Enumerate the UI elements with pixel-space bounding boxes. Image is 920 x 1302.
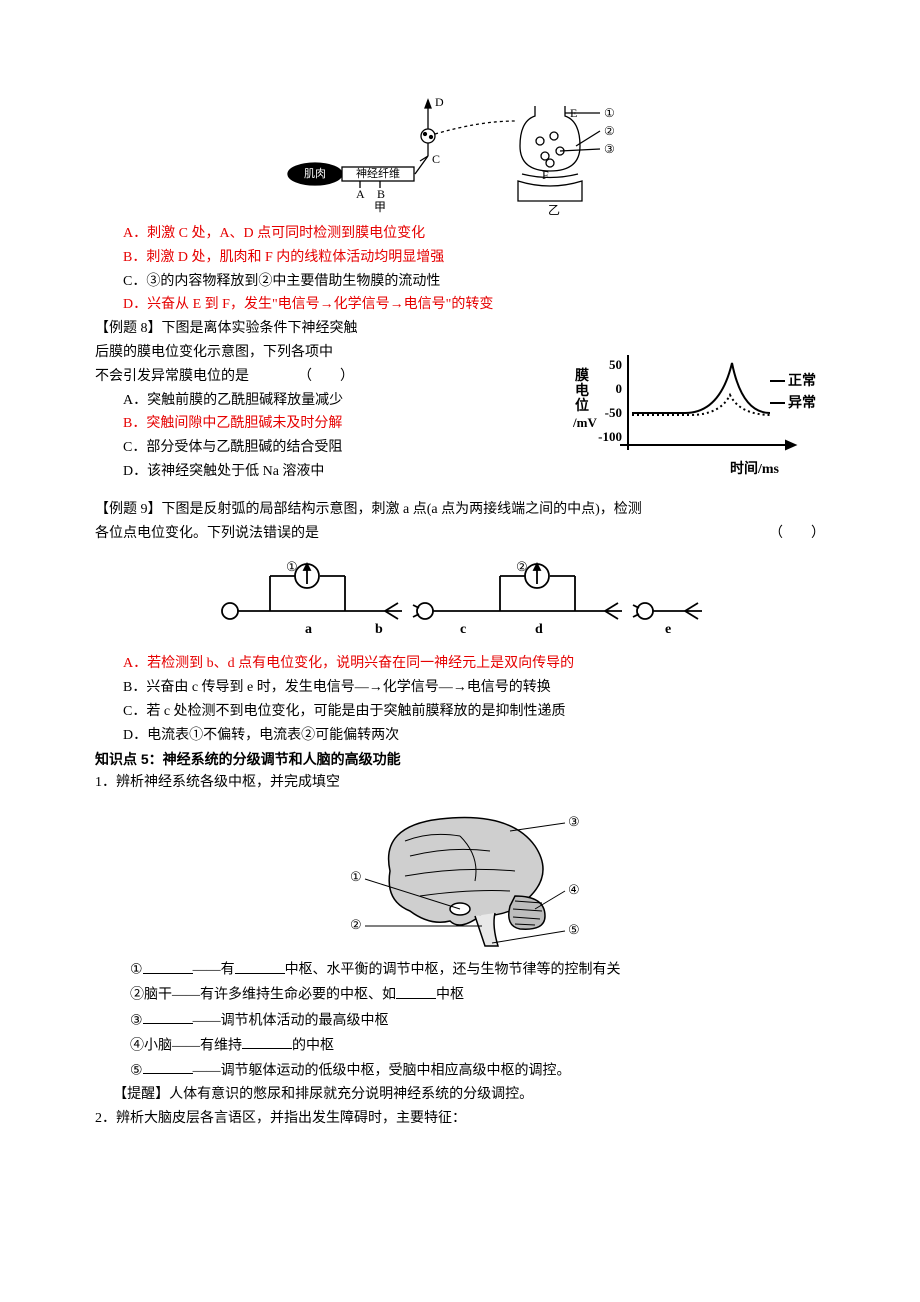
- q8-stem1: 【例题 8】下图是离体实验条件下神经突触: [95, 317, 825, 341]
- svg-text:⑤: ⑤: [568, 922, 580, 937]
- svg-text:a: a: [305, 622, 312, 637]
- label-B: B: [377, 187, 385, 201]
- q9-block: 【例题 9】下图是反射弧的局部结构示意图，刺激 a 点(a 点为两接线端之间的中…: [95, 498, 825, 748]
- q7-opt-B: B．刺激 D 处，肌肉和 F 内的线粒体活动均明显增强: [123, 246, 825, 270]
- svg-text:电: 电: [575, 382, 589, 399]
- q7-opt-D: D．兴奋从 E 到 F，发生"电信号→化学信号→电信号"的转变: [123, 293, 825, 317]
- svg-text:/mV: /mV: [572, 415, 597, 430]
- label-F: F: [542, 168, 549, 182]
- q7-opt-A: A．刺激 C 处，A、D 点可同时检测到膜电位变化: [123, 222, 825, 246]
- svg-text:①: ①: [350, 869, 362, 884]
- svg-text:d: d: [535, 622, 543, 637]
- label-A: A: [356, 187, 365, 201]
- label-yi: 乙: [548, 203, 560, 216]
- kp5-i4: ④小脑——有维持的中枢: [95, 1033, 825, 1058]
- q8-block: 【例题 8】下图是离体实验条件下神经突触 50 0 -50 -100: [95, 317, 825, 498]
- q9-figure: ① ② a b c d e: [95, 551, 825, 646]
- kp5-line2: 2．辨析大脑皮层各言语区，并指出发生障碍时，主要特征：: [95, 1107, 825, 1131]
- label-c3: ③: [604, 142, 615, 156]
- svg-text:③: ③: [568, 814, 580, 829]
- label-nerve: 神经纤维: [356, 166, 400, 180]
- svg-text:②: ②: [350, 917, 362, 932]
- svg-text:正常: 正常: [788, 372, 816, 389]
- q9-opt-D: D．电流表①不偏转，电流表②可能偏转两次: [123, 724, 825, 748]
- svg-text:c: c: [460, 622, 466, 637]
- label-C: C: [432, 152, 440, 166]
- svg-text:位: 位: [575, 397, 589, 414]
- svg-text:0: 0: [616, 381, 623, 396]
- kp5-line1: 1．辨析神经系统各级中枢，并完成填空: [95, 771, 825, 795]
- label-muscle: 肌肉: [304, 167, 326, 180]
- kp5-i1: ①——有中枢、水平衡的调节中枢，还与生物节律等的控制有关: [95, 957, 825, 982]
- q7-opt-C: C．③的内容物释放到②中主要借助生物膜的流动性: [123, 270, 825, 294]
- label-c2: ②: [604, 124, 615, 138]
- q8-graph: 50 0 -50 -100 膜 电 位 /mV 正常 异常 时间/ms: [570, 345, 825, 494]
- svg-text:①: ①: [286, 559, 298, 574]
- label-jia: 甲: [374, 200, 386, 214]
- svg-text:e: e: [665, 622, 671, 637]
- label-c1: ①: [604, 106, 615, 120]
- kp5-block: 知识点 5：神经系统的分级调节和人脑的高级功能 1．辨析神经系统各级中枢，并完成…: [95, 748, 825, 1131]
- q7-options: A．刺激 C 处，A、D 点可同时检测到膜电位变化 B．刺激 D 处，肌肉和 F…: [95, 222, 825, 317]
- figure-synapse-combined: 肌肉 神经纤维 D C A B 甲 E: [95, 96, 825, 216]
- kp5-i3: ③——调节机体活动的最高级中枢: [95, 1008, 825, 1033]
- label-D: D: [435, 96, 444, 109]
- svg-text:50: 50: [609, 357, 622, 372]
- brain-figure: ① ② ③ ④ ⑤: [95, 801, 825, 951]
- svg-text:时间/ms: 时间/ms: [730, 460, 780, 477]
- svg-text:④: ④: [568, 882, 580, 897]
- q9-stem1: 【例题 9】下图是反射弧的局部结构示意图，刺激 a 点(a 点为两接线端之间的中…: [95, 498, 825, 522]
- svg-text:②: ②: [516, 559, 528, 574]
- kp5-i5: ⑤——调节躯体运动的低级中枢，受脑中相应高级中枢的调控。: [95, 1058, 825, 1083]
- label-E: E: [570, 106, 577, 120]
- q9-opt-B: B．兴奋由 c 传导到 e 时，发生电信号―→化学信号―→电信号的转换: [123, 676, 825, 700]
- svg-text:异常: 异常: [788, 394, 816, 411]
- kp5-remind: 【提醒】人体有意识的憋尿和排尿就充分说明神经系统的分级调控。: [95, 1083, 825, 1107]
- svg-text:-100: -100: [598, 429, 622, 444]
- svg-text:膜: 膜: [575, 367, 589, 384]
- q9-opt-A: A．若检测到 b、d 点有电位变化，说明兴奋在同一神经元上是双向传导的: [123, 652, 825, 676]
- svg-text:b: b: [375, 622, 383, 637]
- svg-text:-50: -50: [605, 405, 622, 420]
- q9-opt-C: C．若 c 处检测不到电位变化，可能是由于突触前膜释放的是抑制性递质: [123, 700, 825, 724]
- q9-stem2: 各位点电位变化。下列说法错误的是（ ）: [95, 522, 825, 546]
- kp5-i2: ②脑干——有许多维持生命必要的中枢、如中枢: [95, 982, 825, 1007]
- kp5-title: 知识点 5：神经系统的分级调节和人脑的高级功能: [95, 748, 825, 772]
